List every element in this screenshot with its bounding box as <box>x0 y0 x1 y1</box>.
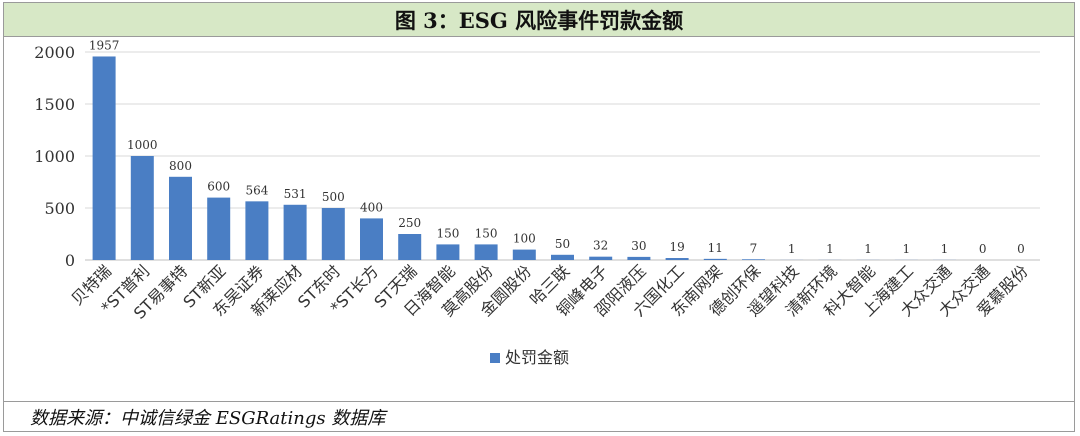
legend: 处罚金额 <box>490 348 569 367</box>
bars <box>92 56 956 260</box>
data-label: 500 <box>322 190 345 204</box>
data-label: 0 <box>1017 242 1025 256</box>
data-label: 0 <box>979 242 987 256</box>
data-label: 150 <box>436 226 459 240</box>
bar <box>169 176 192 260</box>
data-label: 100 <box>513 232 536 246</box>
bar <box>627 256 651 260</box>
bar <box>474 244 498 260</box>
data-label: 400 <box>360 200 383 214</box>
data-label: 250 <box>398 216 421 230</box>
bar <box>207 197 231 260</box>
bar <box>551 254 574 260</box>
y-tick-label: 0 <box>65 251 75 270</box>
bar <box>92 56 116 260</box>
data-label: 1 <box>941 242 949 256</box>
data-label: 150 <box>475 226 498 240</box>
data-label: 1 <box>902 242 910 256</box>
data-label: 1 <box>788 242 796 256</box>
data-label: 50 <box>555 237 570 251</box>
bar <box>436 244 460 260</box>
bar <box>703 258 727 260</box>
y-tick-label: 2000 <box>34 43 75 62</box>
data-label: 1 <box>864 242 872 256</box>
data-label: 1000 <box>127 138 158 152</box>
y-tick-label: 1500 <box>34 95 75 114</box>
data-label: 32 <box>593 239 608 253</box>
data-label: 1 <box>826 242 834 256</box>
bar <box>360 218 383 260</box>
bar <box>742 259 765 260</box>
bar <box>321 208 345 260</box>
y-axis-ticks: 0 500 1000 1500 2000 <box>34 43 75 270</box>
y-tick-label: 1000 <box>34 147 75 166</box>
bar <box>589 256 613 260</box>
data-label: 600 <box>207 180 230 194</box>
bar <box>283 204 307 260</box>
data-label: 7 <box>750 241 758 255</box>
data-label: 800 <box>169 159 192 173</box>
y-tick-label: 500 <box>44 199 75 218</box>
bar <box>398 234 422 260</box>
data-source-note: 数据来源：中诚信绿金 ESGRatings 数据库 <box>4 401 1074 431</box>
bar <box>245 201 269 260</box>
chart-title: 图 3：ESG 风险事件罚款金额 <box>4 3 1074 37</box>
x-axis-ticks: 贝特瑞*ST普利ST易事特ST新亚东吴证券新莱应材ST东时*ST长方ST天瑞日海… <box>68 261 1032 322</box>
data-label: 531 <box>284 187 307 201</box>
legend-swatch <box>490 353 500 363</box>
data-label: 11 <box>708 241 723 255</box>
data-label: 19 <box>669 240 684 254</box>
data-label: 1957 <box>89 38 120 52</box>
bar <box>512 249 536 260</box>
data-label: 30 <box>631 239 646 253</box>
data-label: 564 <box>245 183 268 197</box>
bar <box>130 156 154 260</box>
legend-label: 处罚金额 <box>505 348 569 367</box>
bar <box>665 258 689 260</box>
